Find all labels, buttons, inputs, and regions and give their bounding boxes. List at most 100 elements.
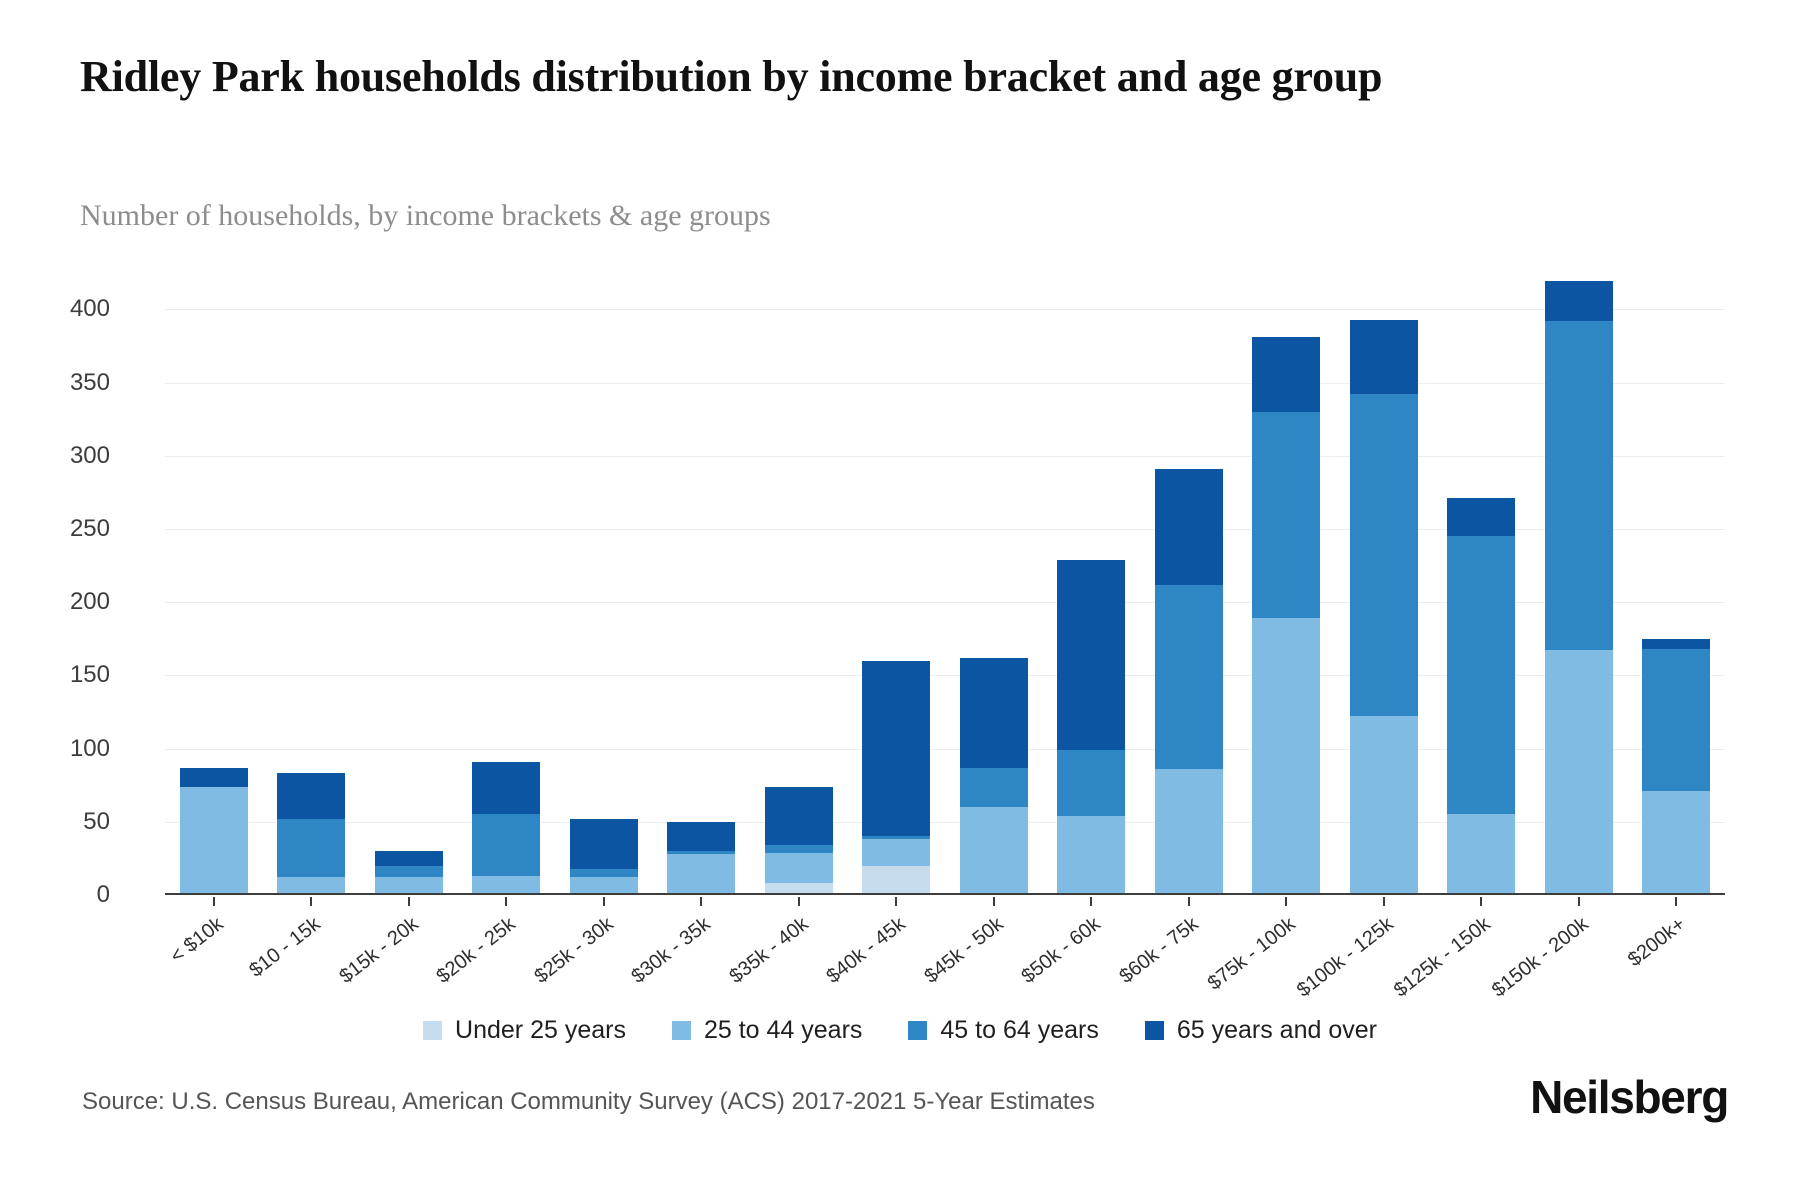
bar-segment[interactable] xyxy=(1252,337,1321,412)
stacked-bar[interactable] xyxy=(277,773,346,895)
bar-column[interactable] xyxy=(1433,280,1531,895)
legend-item[interactable]: 25 to 44 years xyxy=(671,1016,862,1045)
bar-segment[interactable] xyxy=(1642,791,1711,895)
x-axis-label-slot: $25k - 30k xyxy=(530,897,653,1007)
legend-item[interactable]: 45 to 64 years xyxy=(908,1016,1099,1045)
bar-column[interactable] xyxy=(1628,280,1726,895)
stacked-bar[interactable] xyxy=(1057,559,1126,895)
stacked-bar[interactable] xyxy=(959,657,1028,895)
bar-segment[interactable] xyxy=(569,818,638,869)
x-axis-label-slot: $60k - 75k xyxy=(1115,897,1238,1007)
bar-column[interactable] xyxy=(165,280,263,895)
plot-area: 0 50 100 150 200 250 300 350 400 xyxy=(70,280,1726,908)
stacked-bar[interactable] xyxy=(179,767,248,895)
bar-segment[interactable] xyxy=(1642,649,1711,792)
bar-column[interactable] xyxy=(1043,280,1141,895)
bar-segment[interactable] xyxy=(1447,814,1516,895)
stacked-bar[interactable] xyxy=(1447,498,1516,895)
bar-column[interactable] xyxy=(1335,280,1433,895)
bar-segment[interactable] xyxy=(1057,559,1126,751)
bar-segment[interactable] xyxy=(277,818,346,878)
bar-column[interactable] xyxy=(1238,280,1336,895)
stacked-bar[interactable] xyxy=(764,786,833,895)
bar-segment[interactable] xyxy=(764,786,833,846)
bar-column[interactable] xyxy=(1530,280,1628,895)
bar-segment[interactable] xyxy=(959,657,1028,768)
x-axis-tick xyxy=(1187,897,1190,906)
bar-column[interactable] xyxy=(848,280,946,895)
bar-segment[interactable] xyxy=(1057,750,1126,816)
legend-item[interactable]: Under 25 years xyxy=(423,1016,626,1045)
legend-swatch-icon xyxy=(1144,1021,1164,1040)
bar-segment[interactable] xyxy=(374,865,443,878)
bar-segment[interactable] xyxy=(667,821,736,852)
bar-segment[interactable] xyxy=(1642,638,1711,650)
bar-column[interactable] xyxy=(945,280,1043,895)
stacked-bar[interactable] xyxy=(1642,638,1711,895)
bar-segment[interactable] xyxy=(1252,411,1321,619)
gridline xyxy=(165,821,1725,823)
bar-column[interactable] xyxy=(555,280,653,895)
bar-column[interactable] xyxy=(263,280,361,895)
stacked-bar[interactable] xyxy=(667,821,736,895)
bar-segment[interactable] xyxy=(764,852,833,884)
bar-segment[interactable] xyxy=(374,877,443,895)
bar-segment[interactable] xyxy=(277,877,346,895)
y-axis-tick-label: 150 xyxy=(69,661,110,689)
bar-segment[interactable] xyxy=(862,660,931,837)
bar-column[interactable] xyxy=(750,280,848,895)
bar-segment[interactable] xyxy=(1544,650,1613,895)
bar-segment[interactable] xyxy=(1349,716,1418,895)
bar-segment[interactable] xyxy=(472,875,541,895)
stacked-bar[interactable] xyxy=(862,660,931,895)
bar-segment[interactable] xyxy=(764,883,833,895)
bar-column[interactable] xyxy=(1140,280,1238,895)
legend-label: 65 years and over xyxy=(1176,1016,1377,1044)
bar-column[interactable] xyxy=(458,280,556,895)
stacked-bar[interactable] xyxy=(569,818,638,895)
bar-segment[interactable] xyxy=(764,845,833,853)
bar-segment[interactable] xyxy=(959,767,1028,808)
y-axis-tick-label: 100 xyxy=(69,734,110,762)
y-axis-tick-label: 350 xyxy=(69,368,110,396)
bar-segment[interactable] xyxy=(1154,584,1223,770)
bar-segment[interactable] xyxy=(1252,618,1321,895)
y-axis-tick-label: 300 xyxy=(69,441,110,469)
bar-segment[interactable] xyxy=(1349,394,1418,717)
bar-segment[interactable] xyxy=(277,773,346,819)
bar-segment[interactable] xyxy=(569,868,638,878)
bar-segment[interactable] xyxy=(862,836,931,840)
bar-segment[interactable] xyxy=(1154,468,1223,585)
bar-column[interactable] xyxy=(360,280,458,895)
bar-segment[interactable] xyxy=(959,807,1028,895)
bar-segment[interactable] xyxy=(374,851,443,866)
bar-segment[interactable] xyxy=(1349,319,1418,395)
stacked-bar[interactable] xyxy=(1349,319,1418,895)
bar-segment[interactable] xyxy=(472,761,541,815)
stacked-bar[interactable] xyxy=(1154,468,1223,895)
gridline xyxy=(165,309,1725,311)
bar-segment[interactable] xyxy=(1447,498,1516,537)
x-axis-tick xyxy=(1577,897,1580,906)
stacked-bar[interactable] xyxy=(374,851,443,895)
stacked-bar[interactable] xyxy=(472,761,541,895)
bar-segment[interactable] xyxy=(1154,769,1223,895)
x-axis-tick xyxy=(1090,897,1093,906)
legend-item[interactable]: 65 years and over xyxy=(1144,1016,1377,1045)
bar-segment[interactable] xyxy=(1447,536,1516,815)
stacked-bar[interactable] xyxy=(1544,281,1613,895)
bar-segment[interactable] xyxy=(569,877,638,895)
bar-segment[interactable] xyxy=(667,851,736,854)
gridline xyxy=(165,602,1725,604)
bar-segment[interactable] xyxy=(862,839,931,866)
bar-segment[interactable] xyxy=(179,786,248,895)
bar-segment[interactable] xyxy=(179,767,248,787)
bar-segment[interactable] xyxy=(1544,321,1613,651)
stacked-bar[interactable] xyxy=(1252,337,1321,895)
bar-segment[interactable] xyxy=(1544,281,1613,322)
bar-segment[interactable] xyxy=(1057,815,1126,895)
bar-column[interactable] xyxy=(653,280,751,895)
bar-segment[interactable] xyxy=(667,854,736,895)
bar-segment[interactable] xyxy=(472,814,541,876)
bar-segment[interactable] xyxy=(862,865,931,895)
